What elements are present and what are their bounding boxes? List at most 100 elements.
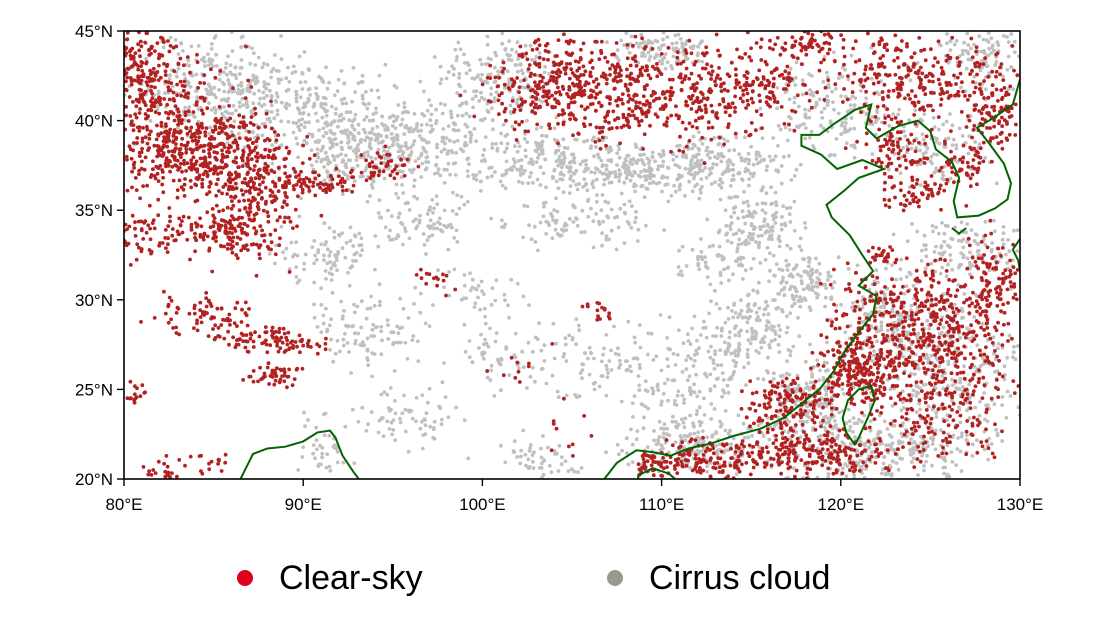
data-point [178, 79, 183, 84]
data-point [400, 111, 405, 115]
data-point [423, 321, 428, 326]
data-point [878, 305, 883, 310]
data-point [718, 153, 723, 158]
data-point [783, 125, 788, 130]
data-point [371, 322, 376, 327]
data-point [459, 297, 464, 302]
data-point [844, 141, 849, 146]
data-point [764, 168, 769, 173]
data-point [507, 373, 512, 377]
data-point [739, 242, 744, 246]
data-point [732, 206, 736, 211]
data-point [633, 189, 637, 194]
data-point [245, 88, 250, 93]
data-point [826, 270, 831, 275]
data-point [696, 44, 700, 49]
data-point [359, 243, 364, 248]
data-point [352, 138, 357, 143]
data-point [198, 95, 203, 100]
data-point [1007, 333, 1012, 338]
data-point [351, 66, 356, 70]
data-point [621, 164, 625, 169]
data-point [727, 148, 731, 153]
data-point [711, 358, 716, 363]
data-point [340, 246, 345, 251]
data-point [161, 190, 166, 195]
data-point [705, 435, 710, 440]
data-point [806, 264, 811, 269]
data-point [312, 280, 317, 285]
data-point [492, 96, 497, 100]
data-point [719, 363, 724, 368]
data-point [428, 208, 432, 212]
data-point [162, 97, 167, 101]
data-point [523, 452, 528, 457]
data-point [699, 177, 704, 182]
data-point [965, 222, 970, 226]
data-point [818, 411, 823, 416]
data-point [179, 93, 184, 98]
data-point [420, 161, 425, 166]
data-point [705, 217, 710, 222]
data-point [279, 143, 284, 147]
data-point [530, 350, 535, 354]
data-point [336, 124, 340, 129]
data-point [346, 270, 350, 275]
data-point [845, 464, 850, 469]
data-point [534, 126, 539, 131]
data-point [232, 119, 237, 124]
data-point [388, 228, 392, 233]
data-point [986, 403, 990, 407]
data-point [314, 86, 319, 91]
data-point [859, 89, 863, 93]
data-point [418, 79, 423, 84]
data-point [746, 361, 751, 366]
data-point [773, 337, 777, 342]
data-point [373, 156, 378, 161]
data-point [660, 189, 664, 194]
data-point [729, 221, 734, 225]
data-point [196, 86, 201, 90]
data-point [294, 265, 299, 269]
data-point [602, 177, 607, 182]
data-point [934, 415, 939, 419]
data-point [732, 210, 737, 215]
data-point [167, 49, 172, 54]
data-point [182, 79, 187, 84]
data-point [591, 245, 596, 250]
data-point [745, 303, 750, 308]
data-point [661, 391, 666, 396]
data-point [638, 366, 642, 371]
data-point [372, 352, 377, 356]
data-point [771, 253, 776, 258]
data-point [748, 314, 752, 319]
data-point [754, 157, 759, 161]
data-point [379, 140, 384, 145]
data-point [919, 258, 924, 263]
data-point [680, 41, 684, 46]
data-point [723, 208, 728, 213]
data-point [742, 240, 747, 245]
data-point [443, 103, 447, 107]
data-point [284, 106, 289, 111]
data-point [442, 167, 447, 172]
data-point [383, 62, 388, 67]
data-point [329, 122, 333, 127]
data-point [406, 316, 411, 320]
data-point [661, 159, 666, 164]
data-point [696, 146, 701, 151]
data-point [287, 267, 292, 271]
data-point [185, 79, 190, 84]
data-point [350, 119, 355, 124]
data-point [617, 452, 621, 457]
data-point [869, 450, 874, 455]
data-point [279, 77, 284, 82]
data-point [340, 101, 345, 106]
data-point [396, 103, 401, 107]
data-point [533, 379, 537, 384]
data-point [135, 141, 139, 145]
data-point [226, 78, 231, 82]
data-point [785, 243, 790, 248]
data-point [503, 222, 508, 227]
data-point [878, 430, 883, 434]
